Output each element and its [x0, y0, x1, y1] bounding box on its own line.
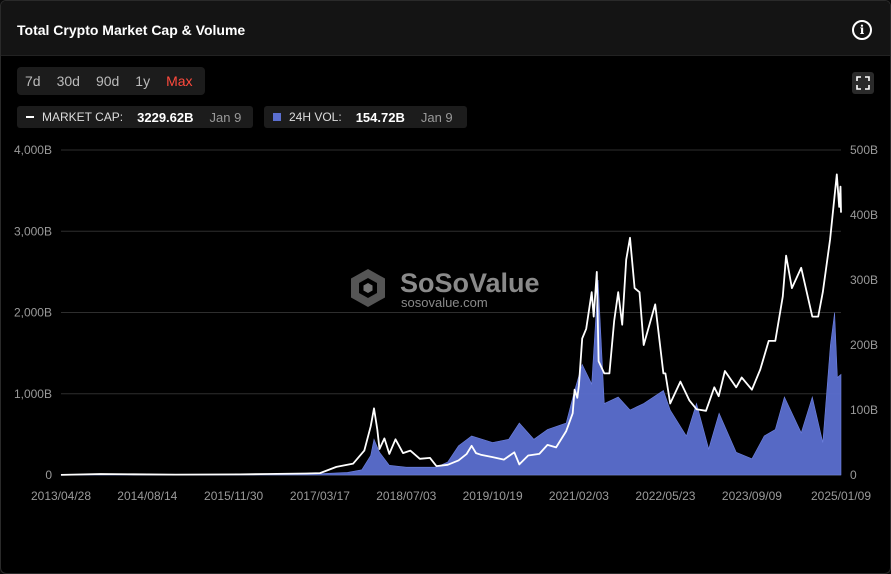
left-y-axis: 0 1,000B 2,000B 3,000B 4,000B: [14, 143, 52, 482]
right-y-axis: 0 100B 200B 300B 400B 500B: [850, 143, 878, 482]
y-right-tick-label: 100B: [850, 403, 878, 417]
y-left-tick-label: 4,000B: [14, 143, 52, 157]
watermark: SoSoValue sosovalue.com: [351, 268, 540, 310]
y-left-tick-label: 1,000B: [14, 387, 52, 401]
market-cap-line: [60, 173, 842, 476]
y-right-tick-label: 200B: [850, 338, 878, 352]
info-icon[interactable]: i: [852, 20, 872, 40]
range-90d[interactable]: 90d: [95, 73, 120, 89]
x-tick-label: 2023/09/09: [722, 489, 782, 503]
volume-value: 154.72B: [355, 109, 405, 125]
y-right-tick-label: 500B: [850, 143, 878, 157]
market-cap-value: 3229.62B: [137, 109, 194, 125]
y-right-tick-label: 0: [850, 468, 857, 482]
legend-market-cap: MARKET CAP: 3229.62B Jan 9: [17, 106, 253, 128]
sosovalue-logo-icon: [351, 269, 385, 307]
volume-area: [60, 279, 842, 476]
x-tick-label: 2015/11/30: [204, 489, 263, 503]
x-tick-label: 2022/05/23: [635, 489, 695, 503]
range-30d[interactable]: 30d: [56, 73, 80, 89]
y-right-tick-label: 400B: [850, 208, 878, 222]
y-right-tick-label: 300B: [850, 273, 878, 287]
x-tick-label: 2017/03/17: [290, 489, 350, 503]
x-tick-label: 2019/10/19: [463, 489, 523, 503]
range-1y[interactable]: 1y: [135, 73, 151, 89]
x-tick-label: 2013/04/28: [31, 489, 91, 503]
y-left-tick-label: 2,000B: [14, 306, 52, 320]
range-7d[interactable]: 7d: [25, 73, 41, 89]
x-tick-label: 2014/08/14: [117, 489, 177, 503]
market-cap-date: Jan 9: [209, 109, 242, 125]
x-tick-label: 2018/07/03: [376, 489, 436, 503]
legend-volume: 24H VOL: 154.72B Jan 9: [264, 106, 467, 128]
volume-area-layer: [60, 279, 842, 476]
time-range-selector: 7d 30d 90d 1y Max: [17, 67, 205, 95]
y-left-tick-label: 3,000B: [14, 224, 52, 238]
fullscreen-icon[interactable]: [852, 72, 874, 94]
x-tick-label: 2025/01/09: [811, 489, 871, 503]
grid-lines: [61, 149, 841, 476]
x-axis: 2013/04/28 2014/08/14 2015/11/30 2017/03/17…: [31, 489, 871, 503]
watermark-name: SoSoValue: [400, 268, 540, 298]
range-max[interactable]: Max: [166, 73, 193, 89]
market-cap-swatch: [26, 116, 34, 118]
volume-date: Jan 9: [420, 109, 453, 125]
volume-swatch: [273, 113, 281, 121]
y-left-tick-label: 0: [45, 468, 52, 482]
card-header: Total Crypto Market Cap & Volume i: [1, 1, 890, 56]
market-cap-label: MARKET CAP:: [42, 110, 124, 124]
x-tick-label: 2021/02/03: [549, 489, 609, 503]
card-title: Total Crypto Market Cap & Volume: [17, 22, 246, 38]
volume-label: 24H VOL:: [289, 110, 342, 124]
market-cap-line-layer: [60, 173, 842, 476]
watermark-url: sosovalue.com: [401, 295, 488, 310]
